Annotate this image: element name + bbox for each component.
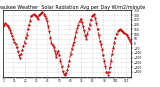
Title: Milwaukee Weather  Solar Radiation Avg per Day W/m2/minute: Milwaukee Weather Solar Radiation Avg pe… bbox=[0, 5, 145, 10]
